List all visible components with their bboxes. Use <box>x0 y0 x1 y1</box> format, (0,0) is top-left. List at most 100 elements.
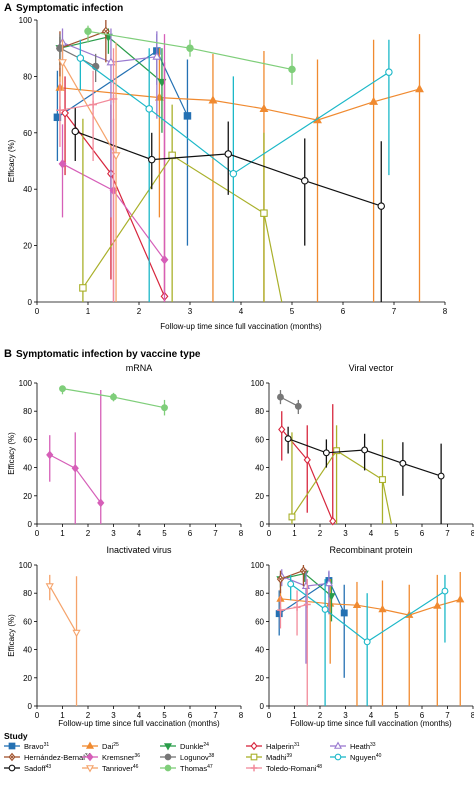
chart-B3-ylabel: Efficacy (%) <box>7 614 16 657</box>
data-point <box>154 92 164 101</box>
series-kremsner <box>46 390 105 524</box>
data-point <box>322 449 330 457</box>
data-point <box>59 385 66 393</box>
data-point <box>208 95 218 104</box>
chart-B1-xtick-label: 4 <box>137 529 142 538</box>
data-point <box>229 169 238 178</box>
chart-B4-ytick-label: 80 <box>255 589 264 598</box>
series-toledo-romani <box>276 579 311 706</box>
data-point <box>324 578 334 587</box>
chart-A-xtick-label: 7 <box>392 307 397 316</box>
data-point <box>333 447 341 455</box>
legend-label: Dai25 <box>102 742 119 751</box>
series-sadoff <box>71 107 385 302</box>
legend-swatch-marker <box>164 764 172 772</box>
data-point <box>352 600 362 609</box>
series-hern-ndez-bernal <box>56 20 110 77</box>
chart-B1-ytick-label: 100 <box>19 379 33 388</box>
chart-B4-xtick-label: 2 <box>318 711 323 720</box>
data-point <box>437 472 445 480</box>
data-point <box>160 255 169 265</box>
chart-B2-ytick-label: 40 <box>255 464 264 473</box>
chart-B2-ytick-label: 100 <box>251 379 265 388</box>
data-point <box>303 601 311 608</box>
chart-B2-xtick-label: 5 <box>394 529 399 538</box>
data-point <box>45 583 54 591</box>
series-line <box>79 57 390 175</box>
chart-B4-xtick-label: 5 <box>394 711 399 720</box>
data-point <box>288 65 296 74</box>
series-thomas <box>59 385 168 416</box>
legend-item-halperin: Halperin31 <box>246 741 300 751</box>
chart-A-xtick-label: 6 <box>341 307 346 316</box>
chart-A-ytick-label: 20 <box>23 242 32 251</box>
chart-B1-xtick-label: 0 <box>35 529 40 538</box>
chart-A-xtick-label: 1 <box>86 307 91 316</box>
data-point <box>224 150 233 158</box>
data-point <box>329 516 337 526</box>
data-point <box>377 202 385 210</box>
data-point <box>111 152 121 161</box>
data-point <box>106 57 116 66</box>
chart-B3-xtick-label: 4 <box>137 711 142 720</box>
chart-B4-ytick-label: 20 <box>255 674 264 683</box>
series-bravo <box>275 572 348 678</box>
panel-b-letter: B <box>4 348 12 360</box>
chart-A-xtick-label: 8 <box>443 307 448 316</box>
data-point <box>152 51 162 60</box>
chart-B1-xtick-label: 2 <box>86 529 91 538</box>
chart-B3-ytick-label: 80 <box>23 589 32 598</box>
chart-B3-xtick-label: 1 <box>60 711 65 720</box>
data-point <box>415 84 424 93</box>
chart-B2-xtick-label: 4 <box>369 529 374 538</box>
data-point <box>361 446 369 454</box>
chart-B4-xtick-label: 0 <box>267 711 272 720</box>
legend-swatch-marker <box>250 764 258 772</box>
legend-item-nguyen: Nguyen40 <box>330 753 382 762</box>
chart-A-ytick-label: 40 <box>23 185 32 194</box>
chart-A-xtick-label: 5 <box>290 307 295 316</box>
data-point <box>183 112 192 120</box>
legend-ref: 39 <box>286 753 292 759</box>
chart-B2-ytick-label: 80 <box>255 407 264 416</box>
data-point <box>71 127 80 136</box>
legend-label: Logunov38 <box>180 753 215 762</box>
series-madhi <box>288 425 392 525</box>
data-point <box>148 155 156 164</box>
chart-B4-xtick-label: 3 <box>343 711 348 720</box>
legend-swatch-marker <box>164 753 172 761</box>
data-point <box>278 425 286 434</box>
chart-B2-xtick-label: 6 <box>420 529 425 538</box>
legend-swatch-marker <box>333 741 343 749</box>
legend-swatch-marker <box>8 742 16 750</box>
legend-swatch-marker <box>86 752 94 762</box>
legend-swatch-marker <box>250 741 258 751</box>
legend-item-logunov: Logunov38 <box>160 753 215 762</box>
chart-B2-xtick-label: 3 <box>343 529 348 538</box>
data-point <box>71 463 79 473</box>
data-point <box>287 580 295 588</box>
chart-B4-xtick-label: 7 <box>445 711 450 720</box>
legend-label: Thomas47 <box>180 764 213 773</box>
chart-B1-xtick-label: 6 <box>188 529 193 538</box>
data-point <box>260 209 268 217</box>
legend-item-dai: Dai25 <box>82 741 119 751</box>
data-point <box>56 106 64 115</box>
series-tanriover <box>45 574 81 706</box>
data-point <box>378 604 387 613</box>
chart-B2-title: Viral vector <box>349 363 394 373</box>
series-line <box>291 449 392 525</box>
data-point <box>110 393 117 401</box>
series-madhi <box>79 104 283 303</box>
legend-label: Kremsner36 <box>102 753 140 762</box>
chart-B4-title: Recombinant protein <box>329 545 412 555</box>
chart-B2-ytick-label: 60 <box>255 435 264 444</box>
data-point <box>340 609 348 617</box>
chart-A: 0 20 40 60 80 100 0 1 2 3 4 5 6 7 8 Efficacy (%) Follow-… <box>7 16 448 331</box>
data-point <box>284 435 292 443</box>
chart-A-ytick-label: 0 <box>28 298 33 307</box>
data-point <box>89 100 97 109</box>
chart-A-xtick-label: 4 <box>239 307 244 316</box>
